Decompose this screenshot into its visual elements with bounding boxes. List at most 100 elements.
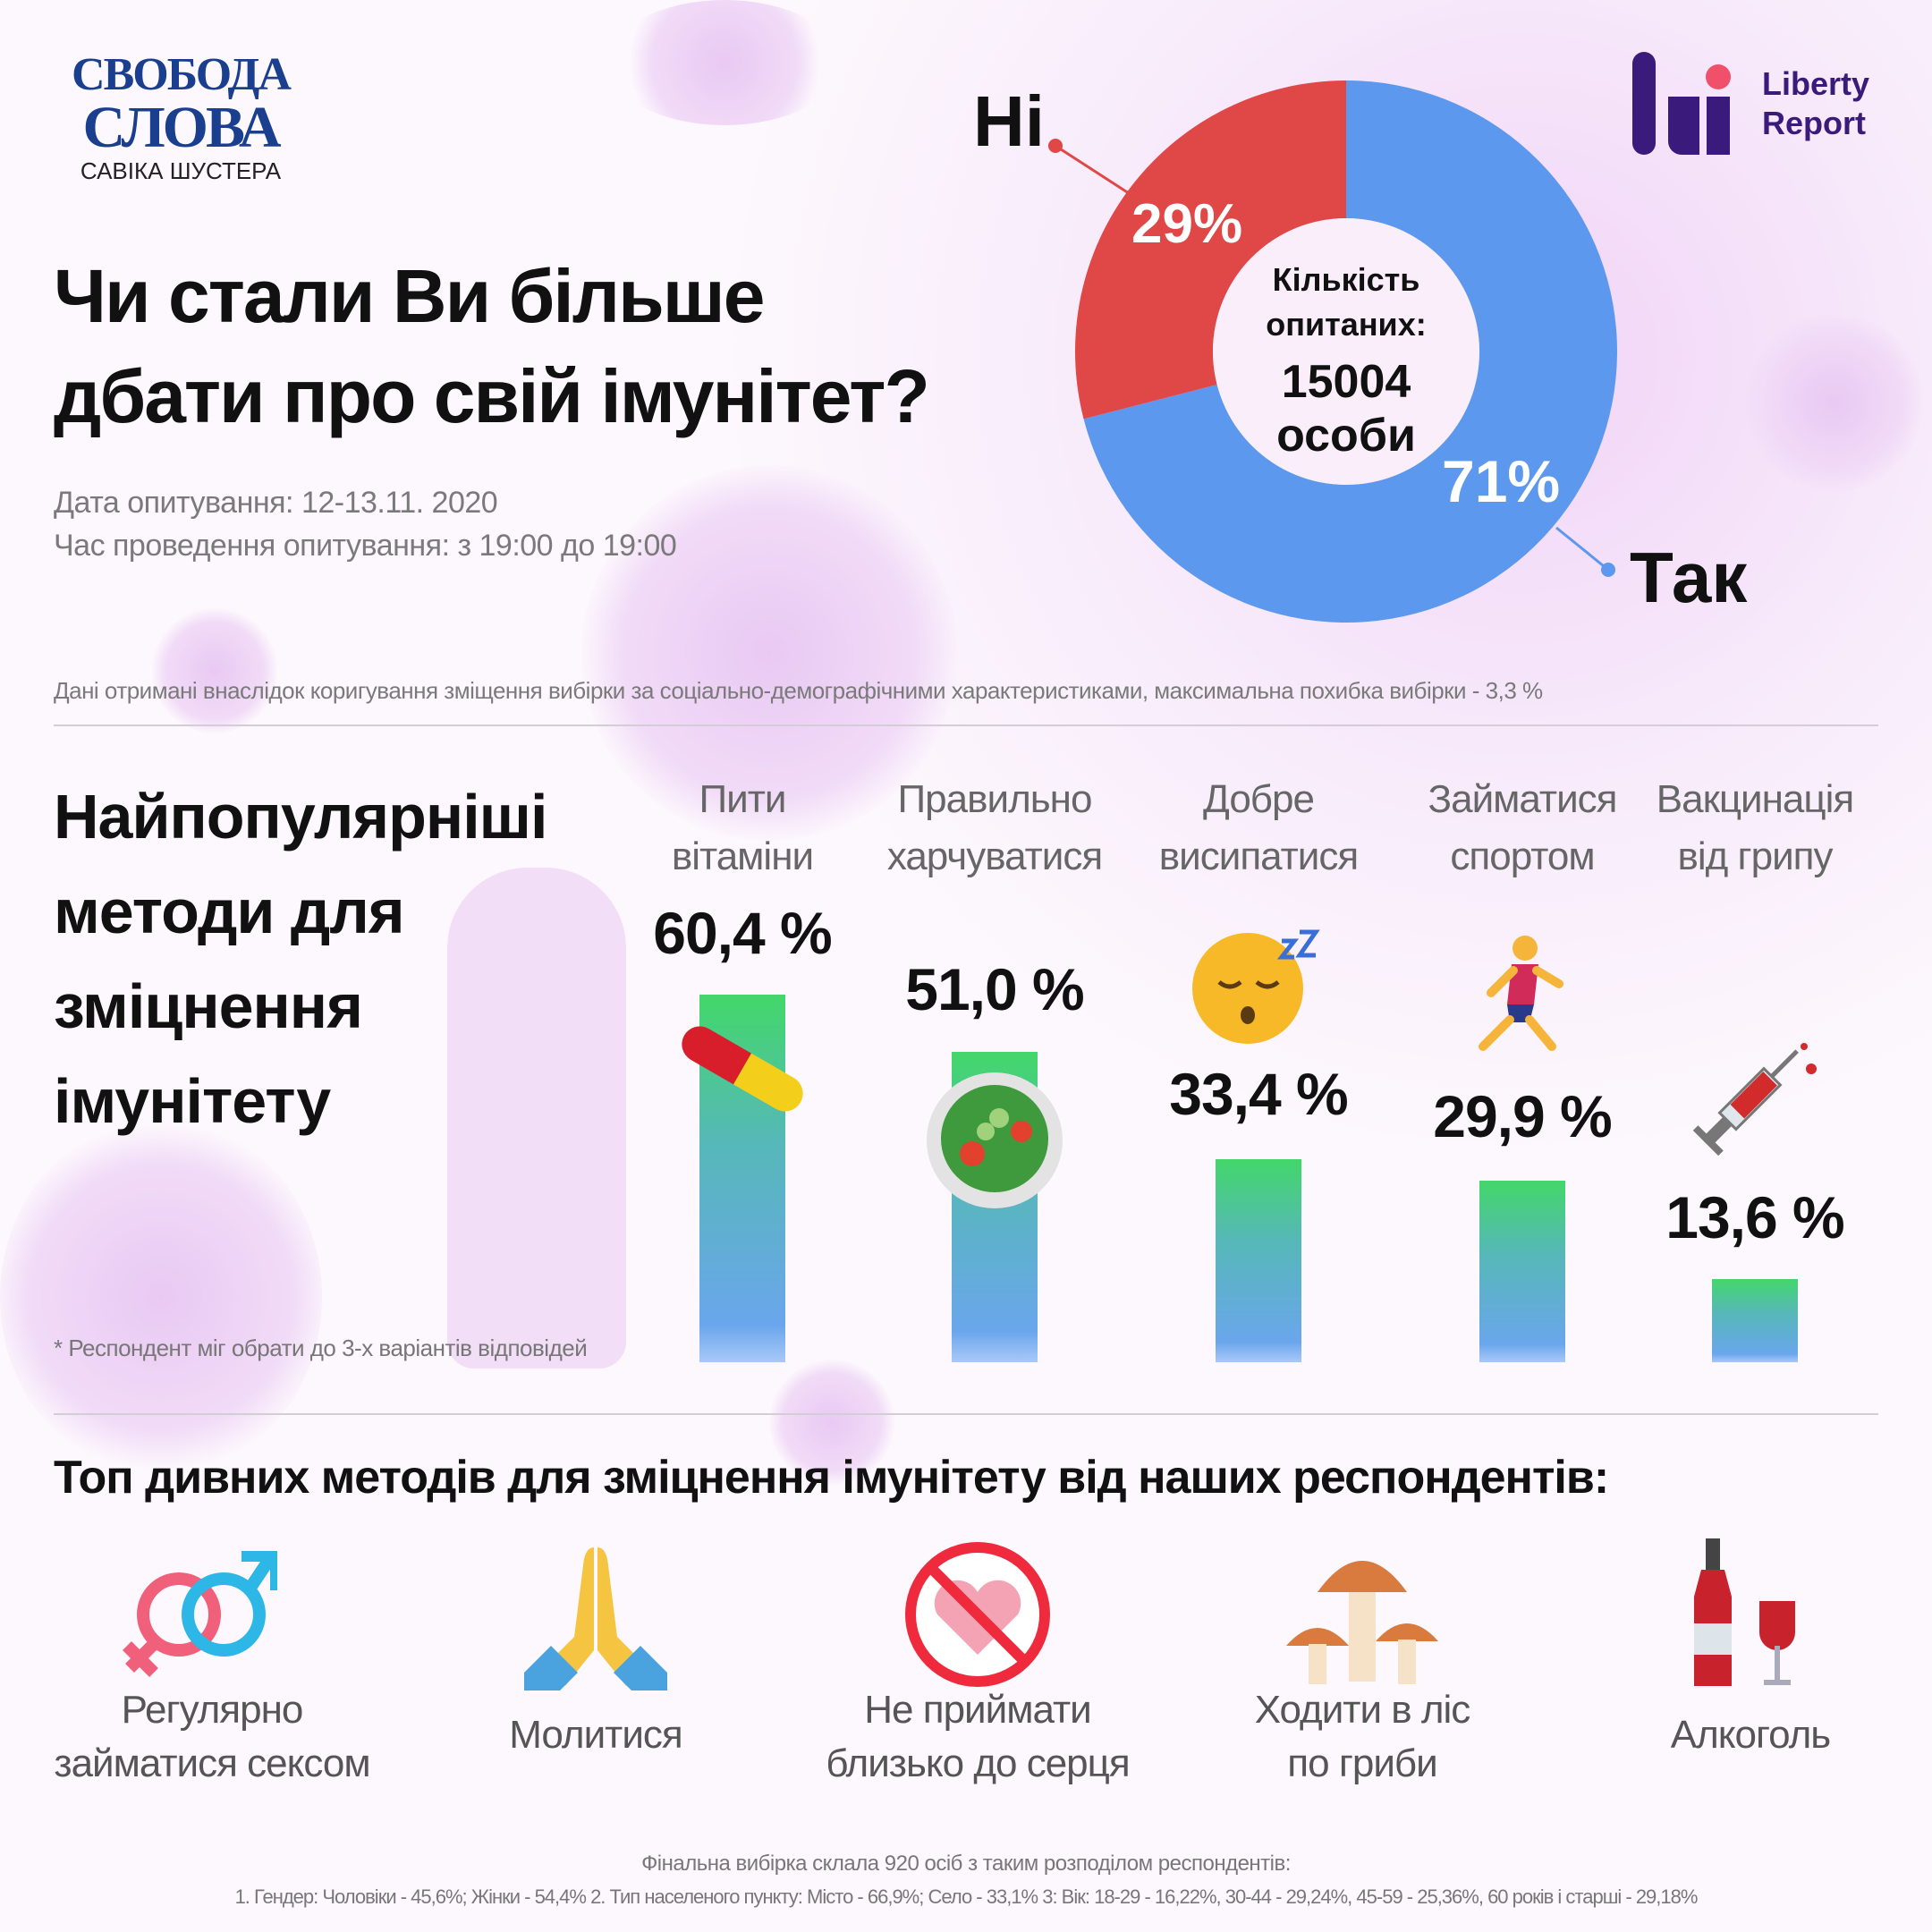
yes-pct-text: 71% [1442, 448, 1561, 514]
odd-method-caption: Молитися [417, 1708, 775, 1762]
logo-text: Liberty [1762, 64, 1870, 102]
svoboda-slova-logo: СВОБОДА СЛОВА САВІКА ШУСТЕРА [55, 52, 306, 185]
method-pct: 13,6 % [1621, 1183, 1889, 1251]
heading-text: Топ дивних методів для зміцнення імуніте… [54, 1452, 1609, 1504]
method-label-line: вітаміни [671, 835, 814, 878]
caption-line: Алкоголь [1670, 1713, 1831, 1757]
method-label: Пити вітаміни [608, 771, 877, 886]
footer-text: Фінальна вибірка склала 920 осіб з таким… [641, 1852, 1291, 1876]
no-broken-heart-icon [905, 1542, 1050, 1687]
caption-line: Не приймати [864, 1688, 1091, 1732]
note-text: * Респондент міг обрати до 3-х варіантів… [54, 1335, 588, 1361]
method-label-line: Пити [699, 777, 787, 821]
method-label-line: Займатися [1428, 777, 1618, 821]
survey-date: Дата опитування: 12-13.11. 2020 [54, 486, 498, 520]
method-pct: 51,0 % [860, 955, 1129, 1023]
odd-method-caption: Алкоголь [1572, 1708, 1929, 1762]
caption-line: Регулярно [121, 1688, 304, 1732]
method-label-line: Добре [1203, 777, 1315, 821]
human-silhouette [447, 868, 626, 1368]
heading-line: методи для [54, 877, 405, 946]
methods-heading: Найпопулярніші методи для зміцнення імун… [54, 769, 626, 1148]
no-leader-dot [1048, 139, 1063, 153]
method-bar [1712, 1279, 1798, 1362]
logo-text: САВІКА ШУСТЕРА [80, 157, 282, 184]
no-leader-line [1055, 144, 1132, 197]
odd-method-caption: Не приймати близько до серця [799, 1683, 1157, 1791]
method-pct: 29,9 % [1388, 1082, 1657, 1150]
method-pct-text: 33,4 % [1169, 1061, 1348, 1127]
pill-icon [675, 1020, 809, 1123]
wine-icon [1694, 1538, 1795, 1686]
footer-text: 1. Гендер: Чоловіки - 45,6%; Жінки - 54,… [234, 1885, 1699, 1908]
center-label: Кількість [1272, 261, 1420, 298]
title-line: Чи стали Ви більше [54, 254, 766, 338]
survey-meta: Дата опитування: 12-13.11. 2020 Час пров… [54, 481, 859, 567]
syringe-icon [1686, 1029, 1820, 1167]
odd-method-caption: Ходити в ліс по гриби [1183, 1683, 1541, 1791]
method-label: Вакцинація від грипу [1621, 771, 1889, 886]
center-label: опитаних: [1266, 306, 1427, 343]
disclaimer: Дані отримані внаслідок коригування зміщ… [54, 677, 1878, 705]
runner-icon [1458, 930, 1583, 1069]
method-label-line: Вакцинація [1656, 777, 1854, 821]
donut-segment-yes [1083, 80, 1617, 623]
no-label: Ні [973, 80, 1045, 163]
method-pct-text: 29,9 % [1433, 1083, 1612, 1149]
heading-line: зміцнення [54, 971, 363, 1041]
footer-sample: Фінальна вибірка склала 920 осіб з таким… [36, 1852, 1896, 1877]
caption-line: по гриби [1287, 1741, 1437, 1785]
mushrooms-icon [1286, 1561, 1438, 1684]
no-label-text: Ні [973, 81, 1045, 161]
virus-decoration [581, 465, 957, 841]
donut-segment-no [1075, 80, 1346, 419]
caption-line: близько до серця [826, 1741, 1130, 1785]
method-label-line: від грипу [1677, 835, 1834, 878]
donut-chart [1048, 80, 1617, 623]
praying-hands-icon [524, 1547, 667, 1690]
yes-leader-dot [1601, 563, 1615, 577]
divider [54, 1413, 1878, 1415]
method-pct-text: 51,0 % [905, 956, 1084, 1022]
caption-line: Ходити в ліс [1254, 1688, 1471, 1732]
method-label-line: висипатися [1158, 835, 1359, 878]
method-label: Займатися спортом [1388, 771, 1657, 886]
page-title: Чи стали Ви більше дбати про свій імуніт… [54, 246, 1038, 446]
liberty-report-logo: Liberty Report [1628, 52, 1869, 155]
yes-pct: 71% [1442, 447, 1560, 515]
sleeping-face-icon [1185, 921, 1328, 1051]
method-bar [1479, 1181, 1565, 1362]
method-pct-text: 60,4 % [653, 900, 832, 966]
yes-label-text: Так [1630, 538, 1748, 617]
no-pct: 29% [1131, 192, 1242, 256]
logo-text: СЛОВА [82, 95, 281, 160]
virus-decoration [152, 608, 277, 733]
liberty-logo-mark-icon [1632, 52, 1731, 155]
disclaimer-text: Дані отримані внаслідок коригування зміщ… [54, 677, 1543, 704]
gender-symbols-icon [123, 1551, 277, 1677]
heading-line: Найпопулярніші [54, 782, 547, 852]
method-label: Правильно харчуватися [860, 771, 1129, 886]
method-label-line: спортом [1450, 835, 1595, 878]
virus-decoration [0, 1118, 322, 1476]
caption-line: займатися сексом [54, 1741, 370, 1785]
donut-center: Кількість опитаних: 15004 особи [1221, 258, 1471, 460]
heading-line: імунітету [54, 1066, 331, 1136]
logo-text: Report [1762, 104, 1866, 141]
method-bar [1216, 1159, 1301, 1362]
method-label: Добре висипатися [1124, 771, 1393, 886]
virus-decoration [608, 0, 841, 125]
virus-decoration [1744, 313, 1923, 492]
method-label-line: харчуватися [886, 835, 1103, 878]
yes-leader-line [1555, 526, 1609, 572]
yes-label: Так [1630, 537, 1747, 619]
no-pct-text: 29% [1131, 193, 1243, 255]
survey-time: Час проведення опитування: з 19:00 до 19… [54, 529, 677, 563]
logo-text: СВОБОДА [72, 49, 292, 100]
method-pct-text: 13,6 % [1665, 1184, 1844, 1250]
title-line: дбати про свій імунітет? [54, 354, 930, 438]
respondent-count: 15004 [1281, 356, 1411, 408]
respondent-unit: особи [1276, 410, 1416, 462]
footer-distribution: 1. Гендер: Чоловіки - 45,6%; Жінки - 54,… [36, 1885, 1896, 1909]
method-pct: 33,4 % [1124, 1060, 1393, 1128]
